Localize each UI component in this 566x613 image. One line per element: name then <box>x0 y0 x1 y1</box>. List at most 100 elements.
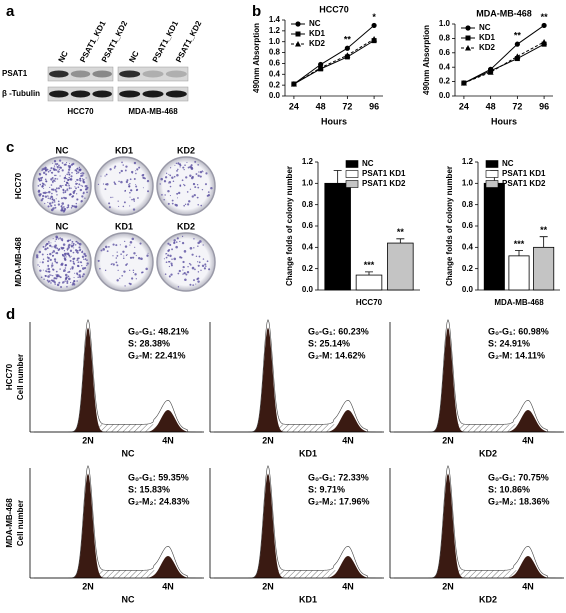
colony <box>56 165 59 168</box>
colony <box>58 164 60 167</box>
colony <box>193 238 195 240</box>
colony <box>112 263 115 266</box>
colony <box>66 285 68 288</box>
colony <box>196 277 199 281</box>
y-tick-label: 0.8 <box>462 200 474 209</box>
colony <box>51 251 54 254</box>
colony <box>176 192 179 195</box>
dish <box>156 232 216 292</box>
bar <box>355 274 383 291</box>
colony <box>38 250 42 254</box>
colony <box>45 173 48 176</box>
blot-band <box>70 90 91 98</box>
bar <box>483 182 505 291</box>
colony <box>57 187 61 190</box>
colony <box>197 174 200 177</box>
colony <box>122 250 125 253</box>
annotation: ** <box>344 35 352 45</box>
y-tick-label: 1.2 <box>302 157 314 166</box>
colony <box>82 172 85 175</box>
cell-cycle-stat: G₀-G₁: 59.35% <box>128 472 189 482</box>
colony <box>122 164 124 166</box>
colony <box>60 187 62 189</box>
colony <box>195 255 198 258</box>
colony <box>132 208 136 211</box>
colony <box>51 176 54 179</box>
colony <box>197 261 199 263</box>
colony <box>184 164 186 166</box>
colony <box>83 266 87 270</box>
colony <box>52 275 54 277</box>
colony <box>64 258 67 262</box>
marker <box>487 69 494 75</box>
blot-strip <box>47 66 114 82</box>
colony <box>75 181 77 183</box>
colony <box>120 253 122 255</box>
colony <box>54 204 56 206</box>
colony <box>41 182 44 185</box>
colony <box>135 278 137 280</box>
colony <box>66 162 68 164</box>
y-tick-label: 0.0 <box>302 285 314 294</box>
colony <box>76 167 79 170</box>
colony <box>76 257 79 260</box>
colony <box>129 196 131 198</box>
colony <box>68 243 71 247</box>
y-axis-label: 490nm Absorption <box>252 23 261 93</box>
colony <box>81 172 83 174</box>
colony <box>48 190 51 194</box>
colony <box>50 167 53 170</box>
colony <box>182 269 184 271</box>
peak-label: 4N <box>522 435 534 445</box>
colony <box>167 202 170 205</box>
colony <box>57 200 60 203</box>
colony <box>135 254 137 257</box>
colony <box>74 244 77 246</box>
colony <box>65 177 68 180</box>
colony <box>42 194 45 198</box>
colony <box>135 189 138 192</box>
colony <box>81 195 84 198</box>
error-bar <box>396 238 405 244</box>
colony <box>186 161 188 164</box>
colony <box>106 182 109 186</box>
colony <box>71 266 74 269</box>
hist-g2 <box>214 410 382 432</box>
colony <box>76 264 80 268</box>
colony <box>63 252 66 255</box>
colony <box>100 249 103 252</box>
colony <box>71 204 74 208</box>
bar <box>324 182 351 291</box>
y-tick-label: 0.2 <box>439 77 451 86</box>
colony <box>65 256 67 258</box>
colony <box>52 188 55 191</box>
colony <box>63 257 66 260</box>
colony <box>57 238 60 240</box>
colony <box>142 187 144 189</box>
colony <box>39 265 41 267</box>
y-tick-label: 0.4 <box>462 242 474 251</box>
dish <box>156 156 216 216</box>
colony <box>184 278 187 281</box>
colony <box>69 259 72 262</box>
colony <box>128 183 130 186</box>
colony <box>75 187 77 190</box>
colony <box>194 268 196 271</box>
colony <box>72 251 75 254</box>
colony <box>76 272 79 275</box>
colony <box>44 178 47 181</box>
colony <box>82 273 85 276</box>
colony <box>201 264 205 268</box>
marker <box>295 21 301 27</box>
colony <box>125 180 129 184</box>
cell-cycle-stat: G₂-M₂: 24.83% <box>128 496 190 506</box>
colony <box>78 271 80 273</box>
colony <box>54 206 57 209</box>
colony-row-label: MDA-MB-468 <box>14 237 23 287</box>
colony <box>172 180 175 183</box>
colony <box>210 186 213 190</box>
x-tick-label: 24 <box>459 101 469 111</box>
colony <box>66 282 69 285</box>
colony <box>113 167 116 169</box>
colony <box>81 178 84 180</box>
